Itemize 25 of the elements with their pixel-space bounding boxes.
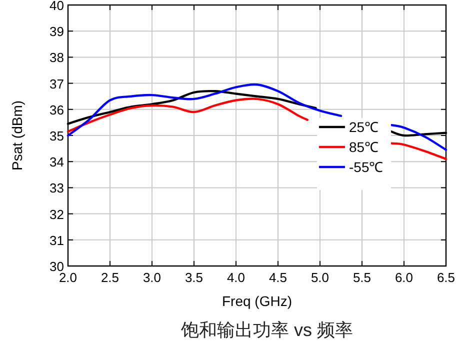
legend-label: -55℃ (349, 159, 384, 175)
ytick: 36 (50, 102, 64, 118)
ytick: 32 (50, 206, 64, 222)
xtick: 5.0 (310, 270, 330, 285)
xtick: 3.0 (142, 270, 162, 285)
ytick: 35 (50, 128, 64, 144)
ytick: 33 (50, 180, 64, 196)
xtick: 4.0 (226, 270, 246, 285)
ytick: 38 (50, 50, 64, 66)
ytick: 37 (50, 76, 64, 92)
xtick: 6.0 (394, 270, 414, 285)
legend-label: 25℃ (349, 119, 379, 135)
legend-label: 85℃ (349, 139, 379, 155)
ytick: 31 (50, 232, 64, 248)
xtick: 4.5 (268, 270, 288, 285)
x-axis-title: Freq (GHz) (222, 293, 292, 309)
xtick: 3.5 (184, 270, 204, 285)
ytick: 40 (50, 0, 64, 13)
y-axis-title: Psat (dBm) (9, 100, 25, 171)
ytick: 39 (50, 24, 64, 40)
text: 饱和输出功率 vs 频率 (180, 320, 354, 340)
ytick: 34 (50, 154, 64, 170)
xtick: 6.5 (436, 270, 456, 285)
xtick: 5.5 (352, 270, 372, 285)
xtick: 2.5 (100, 270, 120, 285)
